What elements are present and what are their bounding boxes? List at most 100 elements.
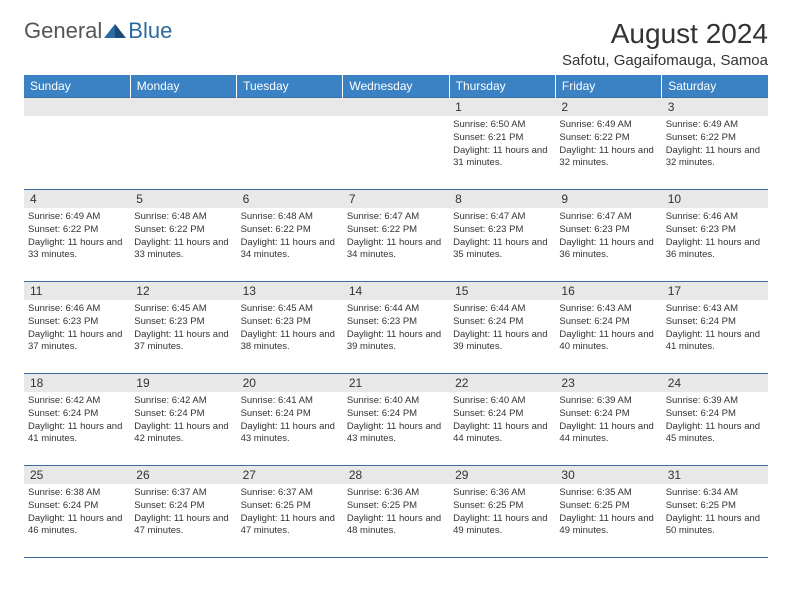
- sunset-line: Sunset: 6:24 PM: [347, 408, 445, 421]
- sunrise-line: Sunrise: 6:38 AM: [28, 487, 126, 500]
- location: Safotu, Gagaifomauga, Samoa: [562, 52, 768, 69]
- sunset-line: Sunset: 6:24 PM: [241, 408, 339, 421]
- sunset-line: Sunset: 6:22 PM: [347, 224, 445, 237]
- sunrise-line: Sunrise: 6:50 AM: [453, 119, 551, 132]
- day-number: 9: [555, 190, 661, 208]
- day-number: 1: [449, 98, 555, 116]
- sunset-line: Sunset: 6:25 PM: [241, 500, 339, 513]
- day-number: 23: [555, 374, 661, 392]
- month-title: August 2024: [562, 18, 768, 50]
- empty-day-number: .: [130, 98, 236, 116]
- calendar-cell: 5Sunrise: 6:48 AMSunset: 6:22 PMDaylight…: [130, 190, 236, 282]
- weekday-header: Friday: [555, 75, 661, 98]
- day-content: Sunrise: 6:42 AMSunset: 6:24 PMDaylight:…: [24, 392, 130, 448]
- day-number: 11: [24, 282, 130, 300]
- daylight-line: Daylight: 11 hours and 34 minutes.: [347, 237, 445, 263]
- calendar-cell: 12Sunrise: 6:45 AMSunset: 6:23 PMDayligh…: [130, 282, 236, 374]
- daylight-line: Daylight: 11 hours and 33 minutes.: [28, 237, 126, 263]
- day-number: 27: [237, 466, 343, 484]
- sunset-line: Sunset: 6:22 PM: [241, 224, 339, 237]
- sunset-line: Sunset: 6:25 PM: [559, 500, 657, 513]
- day-content: Sunrise: 6:50 AMSunset: 6:21 PMDaylight:…: [449, 116, 555, 172]
- sunrise-line: Sunrise: 6:39 AM: [666, 395, 764, 408]
- day-content: Sunrise: 6:45 AMSunset: 6:23 PMDaylight:…: [237, 300, 343, 356]
- day-number: 10: [662, 190, 768, 208]
- daylight-line: Daylight: 11 hours and 36 minutes.: [559, 237, 657, 263]
- sunset-line: Sunset: 6:21 PM: [453, 132, 551, 145]
- day-content: Sunrise: 6:34 AMSunset: 6:25 PMDaylight:…: [662, 484, 768, 540]
- calendar-cell: 16Sunrise: 6:43 AMSunset: 6:24 PMDayligh…: [555, 282, 661, 374]
- day-number: 4: [24, 190, 130, 208]
- daylight-line: Daylight: 11 hours and 49 minutes.: [559, 513, 657, 539]
- sunrise-line: Sunrise: 6:47 AM: [559, 211, 657, 224]
- daylight-line: Daylight: 11 hours and 41 minutes.: [666, 329, 764, 355]
- day-content: Sunrise: 6:39 AMSunset: 6:24 PMDaylight:…: [662, 392, 768, 448]
- sunset-line: Sunset: 6:23 PM: [241, 316, 339, 329]
- logo: General Blue: [24, 18, 172, 44]
- day-number: 5: [130, 190, 236, 208]
- sunrise-line: Sunrise: 6:44 AM: [347, 303, 445, 316]
- header: General Blue August 2024 Safotu, Gagaifo…: [24, 18, 768, 69]
- day-number: 6: [237, 190, 343, 208]
- weekday-header: Saturday: [662, 75, 768, 98]
- daylight-line: Daylight: 11 hours and 41 minutes.: [28, 421, 126, 447]
- calendar-row: ....1Sunrise: 6:50 AMSunset: 6:21 PMDayl…: [24, 98, 768, 190]
- daylight-line: Daylight: 11 hours and 47 minutes.: [241, 513, 339, 539]
- sunrise-line: Sunrise: 6:42 AM: [134, 395, 232, 408]
- day-number: 13: [237, 282, 343, 300]
- sunrise-line: Sunrise: 6:49 AM: [28, 211, 126, 224]
- calendar-cell: 28Sunrise: 6:36 AMSunset: 6:25 PMDayligh…: [343, 466, 449, 558]
- calendar-cell: 24Sunrise: 6:39 AMSunset: 6:24 PMDayligh…: [662, 374, 768, 466]
- daylight-line: Daylight: 11 hours and 43 minutes.: [241, 421, 339, 447]
- daylight-line: Daylight: 11 hours and 44 minutes.: [453, 421, 551, 447]
- calendar-cell: 22Sunrise: 6:40 AMSunset: 6:24 PMDayligh…: [449, 374, 555, 466]
- calendar-cell: 4Sunrise: 6:49 AMSunset: 6:22 PMDaylight…: [24, 190, 130, 282]
- calendar-cell: .: [24, 98, 130, 190]
- day-content: Sunrise: 6:49 AMSunset: 6:22 PMDaylight:…: [555, 116, 661, 172]
- calendar-cell: 3Sunrise: 6:49 AMSunset: 6:22 PMDaylight…: [662, 98, 768, 190]
- daylight-line: Daylight: 11 hours and 40 minutes.: [559, 329, 657, 355]
- sunrise-line: Sunrise: 6:34 AM: [666, 487, 764, 500]
- weekday-header: Thursday: [449, 75, 555, 98]
- sunset-line: Sunset: 6:24 PM: [666, 408, 764, 421]
- sunset-line: Sunset: 6:24 PM: [559, 316, 657, 329]
- day-number: 22: [449, 374, 555, 392]
- calendar-cell: 27Sunrise: 6:37 AMSunset: 6:25 PMDayligh…: [237, 466, 343, 558]
- day-number: 25: [24, 466, 130, 484]
- calendar-cell: 1Sunrise: 6:50 AMSunset: 6:21 PMDaylight…: [449, 98, 555, 190]
- sunset-line: Sunset: 6:24 PM: [134, 408, 232, 421]
- day-number: 29: [449, 466, 555, 484]
- calendar-cell: 23Sunrise: 6:39 AMSunset: 6:24 PMDayligh…: [555, 374, 661, 466]
- sunset-line: Sunset: 6:24 PM: [453, 408, 551, 421]
- calendar-cell: 26Sunrise: 6:37 AMSunset: 6:24 PMDayligh…: [130, 466, 236, 558]
- calendar-cell: 19Sunrise: 6:42 AMSunset: 6:24 PMDayligh…: [130, 374, 236, 466]
- day-number: 31: [662, 466, 768, 484]
- day-content: Sunrise: 6:37 AMSunset: 6:25 PMDaylight:…: [237, 484, 343, 540]
- day-number: 14: [343, 282, 449, 300]
- day-content: Sunrise: 6:49 AMSunset: 6:22 PMDaylight:…: [24, 208, 130, 264]
- sunset-line: Sunset: 6:22 PM: [28, 224, 126, 237]
- sunrise-line: Sunrise: 6:46 AM: [666, 211, 764, 224]
- day-content: Sunrise: 6:44 AMSunset: 6:23 PMDaylight:…: [343, 300, 449, 356]
- day-number: 7: [343, 190, 449, 208]
- sunset-line: Sunset: 6:25 PM: [666, 500, 764, 513]
- calendar-cell: 14Sunrise: 6:44 AMSunset: 6:23 PMDayligh…: [343, 282, 449, 374]
- sunrise-line: Sunrise: 6:42 AM: [28, 395, 126, 408]
- calendar-cell: 21Sunrise: 6:40 AMSunset: 6:24 PMDayligh…: [343, 374, 449, 466]
- day-number: 2: [555, 98, 661, 116]
- daylight-line: Daylight: 11 hours and 32 minutes.: [666, 145, 764, 171]
- day-content: Sunrise: 6:44 AMSunset: 6:24 PMDaylight:…: [449, 300, 555, 356]
- day-content: Sunrise: 6:48 AMSunset: 6:22 PMDaylight:…: [130, 208, 236, 264]
- calendar-cell: 10Sunrise: 6:46 AMSunset: 6:23 PMDayligh…: [662, 190, 768, 282]
- calendar-cell: 13Sunrise: 6:45 AMSunset: 6:23 PMDayligh…: [237, 282, 343, 374]
- day-content: Sunrise: 6:49 AMSunset: 6:22 PMDaylight:…: [662, 116, 768, 172]
- sunrise-line: Sunrise: 6:45 AM: [134, 303, 232, 316]
- day-number: 8: [449, 190, 555, 208]
- logo-text-general: General: [24, 18, 102, 44]
- calendar-cell: .: [130, 98, 236, 190]
- sunset-line: Sunset: 6:22 PM: [134, 224, 232, 237]
- daylight-line: Daylight: 11 hours and 48 minutes.: [347, 513, 445, 539]
- weekday-header: Monday: [130, 75, 236, 98]
- sunset-line: Sunset: 6:22 PM: [666, 132, 764, 145]
- title-block: August 2024 Safotu, Gagaifomauga, Samoa: [562, 18, 768, 69]
